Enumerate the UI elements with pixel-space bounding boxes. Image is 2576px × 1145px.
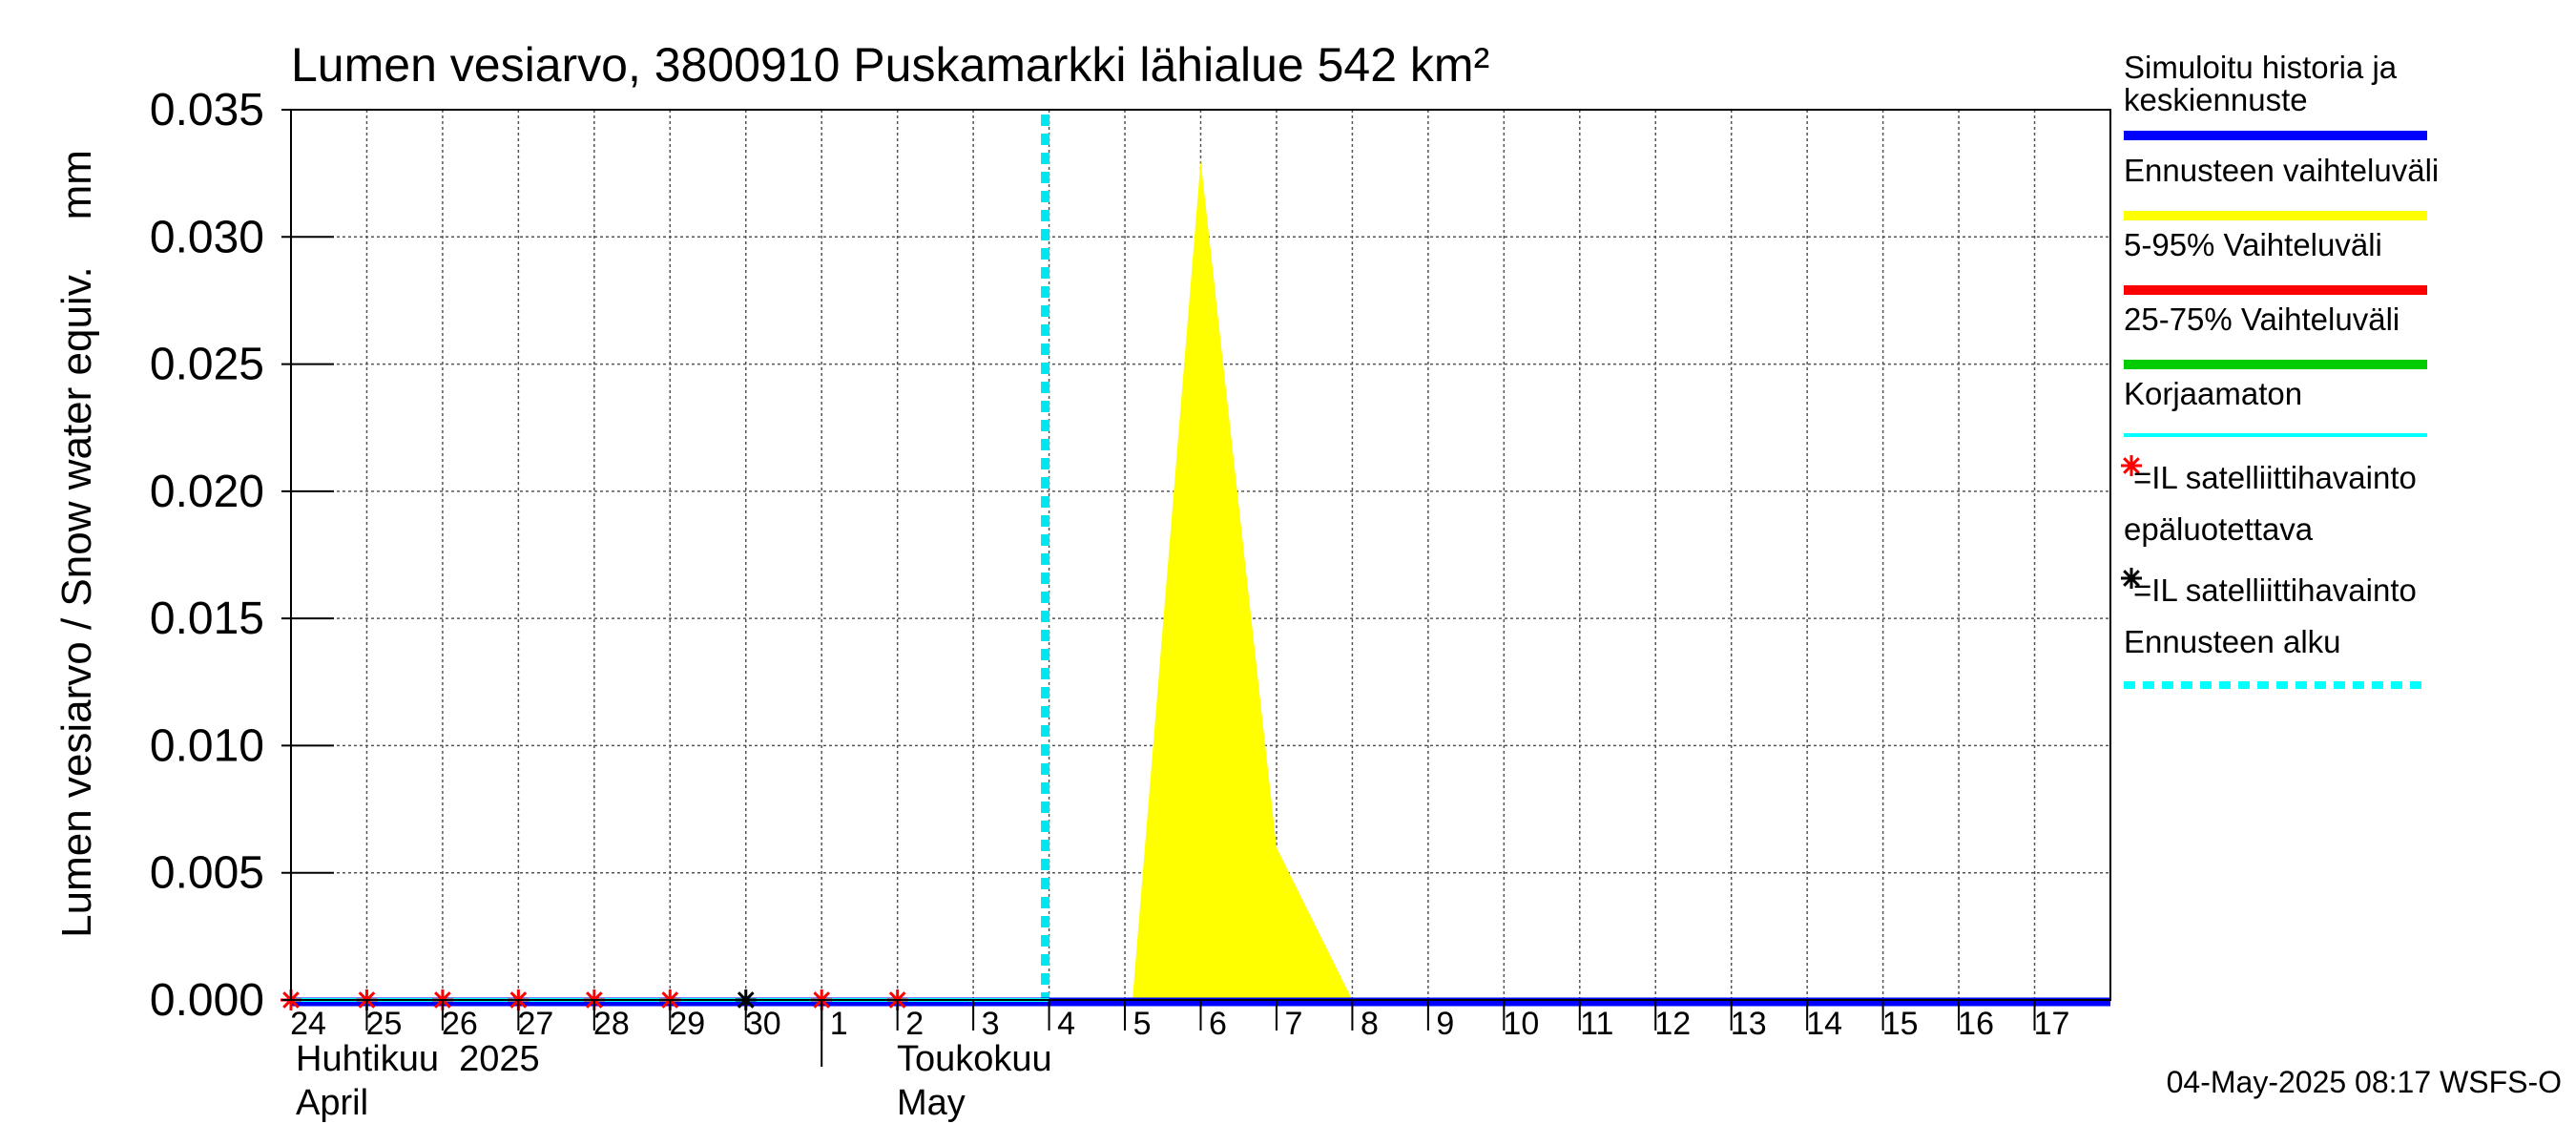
y-axis-label: Lumen vesiarvo / Snow water equiv. mm (53, 150, 100, 938)
month-labels: Huhtikuu 2025 April Toukokuu May (296, 1039, 1052, 1123)
y-tick-label: 0.025 (150, 340, 264, 390)
x-tick-label: 16 (1958, 1006, 1994, 1042)
x-tick-label: 26 (442, 1006, 478, 1042)
legend-label-cont: keskiennuste (2124, 82, 2308, 117)
legend-star (2121, 568, 2142, 589)
legend-label: 5-95% Vaihteluväli (2124, 227, 2382, 262)
x-tick-label: 8 (1361, 1006, 1379, 1042)
x-tick-label: 1 (830, 1006, 848, 1042)
x-tick-label: 12 (1654, 1006, 1691, 1042)
x-tick-label: 17 (2034, 1006, 2070, 1042)
x-tick-label: 13 (1731, 1006, 1767, 1042)
chart-title: Lumen vesiarvo, 3800910 Puskamarkki lähi… (291, 38, 1489, 92)
month-label-april-en: April (296, 1083, 368, 1123)
star-stroke (2123, 457, 2140, 474)
legend-label: 25-75% Vaihteluväli (2124, 302, 2399, 337)
x-tick-label: 5 (1133, 1006, 1152, 1042)
y-tick-label: 0.015 (150, 593, 264, 644)
y-tick-label: 0.000 (150, 975, 264, 1026)
forecast-range-band (1132, 160, 1353, 1001)
y-tick-label: 0.005 (150, 848, 264, 899)
x-tick-label: 14 (1806, 1006, 1842, 1042)
month-label-may-fi: Toukokuu (897, 1039, 1052, 1079)
x-tick-label: 11 (1580, 1006, 1613, 1042)
legend-label: Ennusteen vaihteluväli (2124, 153, 2439, 188)
x-tick-labels: 24 25 26 27 28 29 30 1 2 3 4 5 6 7 8 9 10 11 12 13 14 15 16 17 (290, 1006, 2069, 1042)
legend-label: Ennusteen alku (2124, 624, 2341, 659)
footer-timestamp: 04-May-2025 08:17 WSFS-O (2167, 1065, 2562, 1099)
x-tick-label: 10 (1503, 1006, 1539, 1042)
x-tick-label: 7 (1284, 1006, 1302, 1042)
y-tick-label: 0.030 (150, 212, 264, 262)
month-label-april-fi: Huhtikuu 2025 (296, 1039, 540, 1079)
x-tick-label: 27 (517, 1006, 553, 1042)
y-tick-label: 0.010 (150, 720, 264, 771)
legend-label: =IL satelliittihavainto (2133, 460, 2417, 495)
y-tick-label: 0.035 (150, 85, 264, 135)
x-tick-label: 24 (290, 1006, 326, 1042)
legend-label: Korjaamaton (2124, 376, 2302, 411)
legend-star (2121, 455, 2142, 476)
legend-label: epäluotettava (2124, 511, 2314, 547)
x-tick-label: 25 (366, 1006, 403, 1042)
x-tick-label: 2 (905, 1006, 924, 1042)
month-label-may-en: May (897, 1083, 966, 1123)
axes (281, 109, 2111, 1067)
y-tick-labels: 0.000 0.005 0.010 0.015 0.020 0.025 0.030 0.035 (150, 85, 264, 1026)
legend-label: =IL satelliittihavainto (2133, 572, 2417, 608)
x-tick-label: 29 (669, 1006, 705, 1042)
x-tick-label: 15 (1882, 1006, 1919, 1042)
y-tick-label: 0.020 (150, 467, 264, 517)
x-tick-label: 3 (982, 1006, 1000, 1042)
x-tick-label: 30 (745, 1006, 781, 1042)
forecast-bands (1132, 160, 1353, 1001)
legend-label: Simuloitu historia ja (2124, 50, 2398, 85)
x-tick-label: 9 (1436, 1006, 1454, 1042)
x-tick-label: 6 (1209, 1006, 1227, 1042)
star-stroke (2123, 570, 2140, 587)
x-tick-label: 28 (593, 1006, 630, 1042)
x-tick-label: 4 (1057, 1006, 1075, 1042)
